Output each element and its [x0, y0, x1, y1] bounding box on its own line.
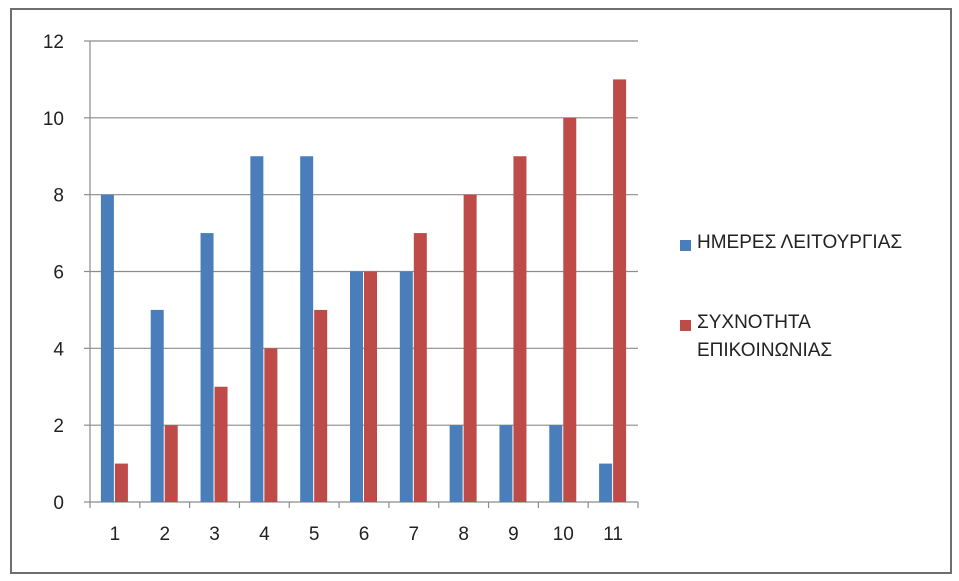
- bar-series-2-cat-10: [563, 117, 577, 502]
- y-tick-label-2: 2: [53, 416, 64, 437]
- bar-series-1-cat-2: [150, 309, 164, 502]
- bar-series-1-cat-11: [599, 463, 613, 502]
- legend-label-series-2: ΣΥΧΝΟΤΗΤΑ ΕΠΙΚΟΙΝΩΝΙΑΣ: [697, 312, 833, 361]
- y-tick-label-12: 12: [43, 32, 64, 53]
- legend-label-series-1: ΗΜΕΡΕΣ ΛΕΙΤΟΥΡΓΙΑΣ: [697, 232, 903, 253]
- bar-series-2-cat-7: [413, 233, 427, 503]
- x-tick-label-3: 3: [209, 524, 220, 545]
- bars: [100, 79, 627, 503]
- bar-series-1-cat-3: [200, 233, 214, 503]
- bar-series-2-cat-3: [214, 386, 228, 502]
- x-tick-labels: 1 2 3 4 5 6 7 8 9 10 11: [110, 524, 623, 545]
- bar-series-2-cat-6: [364, 271, 377, 502]
- bar-series-2-cat-2: [164, 425, 178, 502]
- bar-series-2-cat-8: [463, 194, 477, 502]
- bar-series-1-cat-6: [350, 271, 363, 502]
- x-tick-label-8: 8: [458, 524, 469, 545]
- bar-series-1-cat-1: [100, 194, 114, 502]
- bar-series-1-cat-10: [549, 425, 563, 502]
- x-tick-label-9: 9: [508, 524, 519, 545]
- legend-item-series-2: ΣΥΧΝΟΤΗΤΑ ΕΠΙΚΟΙΝΩΝΙΑΣ: [680, 312, 847, 365]
- legend-swatch-series-2: [680, 320, 691, 331]
- chart-frame: 0 2 4 6 8 10 12 1 2 3 4 5 6 7 8 9 10 11 ΗΜΕΡΕΣ ΛΕΙΤΟΥΡΓΙ…: [10, 8, 952, 574]
- bar-series-2-cat-5: [314, 309, 328, 502]
- bar-series-2-cat-1: [114, 463, 128, 502]
- bar-series-2-cat-4: [264, 348, 278, 502]
- x-tick-label-10: 10: [553, 524, 574, 545]
- x-tick-label-11: 11: [603, 524, 623, 545]
- x-tick-label-1: 1: [110, 524, 121, 545]
- x-tick-label-4: 4: [259, 524, 270, 545]
- y-tick-label-8: 8: [53, 186, 64, 207]
- bar-series-1-cat-4: [250, 156, 264, 502]
- legend-swatch-series-1: [680, 240, 691, 251]
- bar-series-1-cat-9: [499, 425, 513, 502]
- bar-series-1-cat-8: [449, 425, 463, 502]
- x-tick-label-6: 6: [359, 524, 370, 545]
- y-tick-labels: 0 2 4 6 8 10 12: [43, 32, 65, 514]
- legend-item-series-1: ΗΜΕΡΕΣ ΛΕΙΤΟΥΡΓΙΑΣ: [680, 232, 937, 257]
- x-tick-label-2: 2: [159, 524, 170, 545]
- x-tick-label-5: 5: [309, 524, 320, 545]
- y-tick-label-4: 4: [53, 339, 64, 360]
- y-tick-label-6: 6: [53, 263, 64, 284]
- axes: [84, 40, 639, 508]
- x-tick-label-7: 7: [409, 524, 420, 545]
- y-tick-label-10: 10: [43, 109, 64, 130]
- y-tick-label-0: 0: [53, 493, 64, 514]
- bar-series-2-cat-9: [513, 156, 527, 502]
- bar-series-1-cat-7: [399, 271, 413, 502]
- bar-series-2-cat-11: [613, 79, 627, 503]
- bar-series-1-cat-5: [300, 156, 314, 502]
